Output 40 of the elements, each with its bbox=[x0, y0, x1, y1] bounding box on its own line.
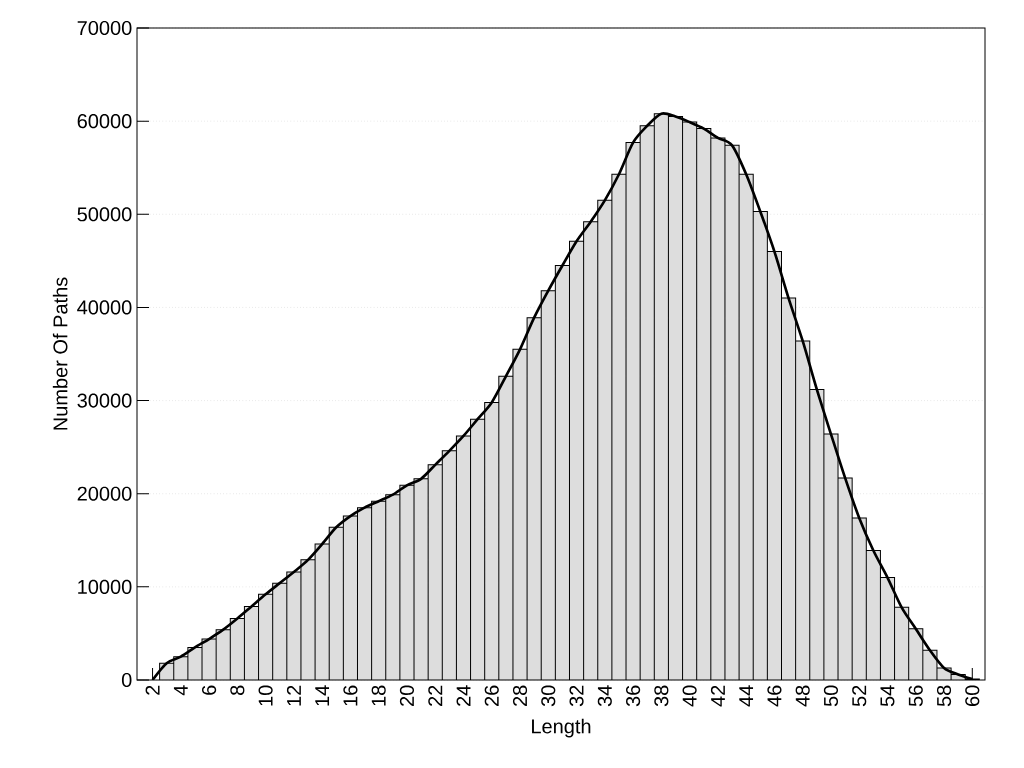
y-tick-label: 50000 bbox=[77, 207, 132, 222]
x-tick-label: 38 bbox=[654, 685, 669, 707]
x-tick-label: 60 bbox=[965, 685, 980, 706]
x-tick-label: 52 bbox=[852, 685, 867, 707]
x-tick-label: 18 bbox=[371, 685, 386, 706]
x-tick-label: 58 bbox=[936, 685, 952, 707]
x-tick-label: 50 bbox=[823, 685, 839, 707]
y-tick-label: 10000 bbox=[78, 579, 132, 594]
x-tick-label: 48 bbox=[795, 685, 810, 707]
x-tick-label: 34 bbox=[597, 685, 612, 707]
x-tick-label: 20 bbox=[399, 685, 415, 706]
x-tick-label: 8 bbox=[230, 685, 245, 695]
y-tick-label: 0 bbox=[121, 672, 132, 688]
x-tick-label: 12 bbox=[286, 685, 301, 706]
x-tick-label: 16 bbox=[343, 685, 358, 706]
x-tick-label: 32 bbox=[569, 685, 584, 707]
x-tick-label: 10 bbox=[258, 685, 273, 706]
x-tick-label: 56 bbox=[908, 685, 923, 707]
y-tick-label: 40000 bbox=[77, 300, 132, 315]
x-tick-label: 36 bbox=[626, 685, 641, 707]
x-tick-label: 40 bbox=[682, 685, 697, 707]
x-tick-label: 6 bbox=[202, 685, 217, 695]
x-tick-label: 26 bbox=[484, 685, 499, 706]
x-tick-label: 14 bbox=[315, 685, 330, 706]
x-tick-label: 2 bbox=[145, 685, 160, 695]
x-axis-title: Length bbox=[532, 718, 591, 738]
x-tick-label: 28 bbox=[512, 685, 528, 706]
x-tick-label: 30 bbox=[541, 685, 556, 707]
x-tick-label: 22 bbox=[428, 685, 443, 706]
x-tick-label: 4 bbox=[173, 685, 188, 696]
x-tick-label: 42 bbox=[710, 685, 725, 707]
x-tick-label: 54 bbox=[880, 685, 895, 707]
y-axis-title: Number Of Paths bbox=[52, 277, 68, 430]
y-tick-label: 60000 bbox=[77, 114, 132, 129]
y-tick-label: 30000 bbox=[77, 393, 132, 408]
y-tick-label: 20000 bbox=[77, 486, 132, 501]
x-tick-label: 44 bbox=[739, 685, 754, 707]
x-tick-label: 24 bbox=[456, 685, 471, 706]
x-tick-label: 46 bbox=[767, 685, 782, 707]
y-tick-label: 70000 bbox=[77, 20, 132, 36]
